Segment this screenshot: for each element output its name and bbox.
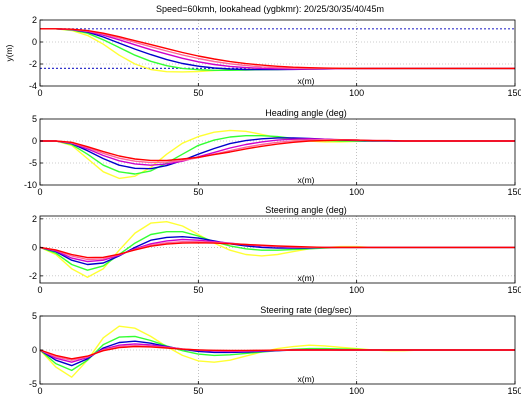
x-axis-label: x(m) [298, 374, 315, 384]
y-tick-label: 5 [32, 114, 37, 124]
x-tick-label: 0 [37, 88, 42, 98]
y-tick-label: -5 [29, 379, 37, 389]
x-tick-label: 50 [193, 386, 203, 396]
plot-background [40, 119, 515, 185]
x-tick-label: 0 [37, 386, 42, 396]
y-tick-label: 0 [32, 37, 37, 47]
x-axis-label: x(m) [298, 175, 315, 185]
y-tick-label: 0 [32, 345, 37, 355]
x-tick-label: 0 [37, 285, 42, 295]
chart-title: Steering angle (deg) [265, 205, 347, 215]
plot-frame [39, 19, 516, 87]
plot-frame [39, 118, 516, 186]
x-tick-label: 50 [193, 187, 203, 197]
y-tick-label: 2 [32, 15, 37, 25]
x-tick-label: 100 [349, 187, 364, 197]
chart-title: Heading angle (deg) [265, 108, 347, 118]
chart-title: Steering rate (deg/sec) [260, 305, 352, 315]
y-tick-label: -10 [24, 180, 37, 190]
x-tick-label: 50 [193, 88, 203, 98]
x-tick-label: 100 [349, 386, 364, 396]
x-tick-label: 150 [507, 285, 521, 295]
y-tick-label: 2 [32, 214, 37, 224]
x-tick-label: 100 [349, 88, 364, 98]
figure-title: Speed=60kmh, lookahead (ygbkmr): 20/25/3… [156, 4, 384, 14]
y-axis-label: y(m) [4, 44, 14, 61]
series-line-45m [39, 345, 515, 360]
plot-background [40, 20, 515, 86]
y-tick-label: -2 [29, 271, 37, 281]
x-tick-label: 0 [37, 187, 42, 197]
y-tick-label: 0 [32, 136, 37, 146]
x-axis-label: x(m) [298, 76, 315, 86]
x-tick-label: 150 [507, 187, 521, 197]
series-line-45m [39, 242, 515, 259]
x-tick-label: 100 [349, 285, 364, 295]
y-tick-label: 5 [32, 311, 37, 321]
x-tick-label: 150 [507, 386, 521, 396]
y-tick-label: -2 [29, 59, 37, 69]
y-tick-label: -5 [29, 158, 37, 168]
chart-panel-1: 0 50 100 150 2 0 -2 -4 x(m) y(m) [4, 15, 521, 98]
y-tick-label: -4 [29, 81, 37, 91]
series-line-45m [40, 28, 515, 70]
x-tick-label: 50 [193, 285, 203, 295]
plot-frame [39, 215, 516, 284]
x-tick-label: 150 [507, 88, 521, 98]
series-line-45m [40, 139, 515, 162]
x-axis-label: x(m) [298, 273, 315, 283]
y-tick-label: 0 [32, 242, 37, 252]
